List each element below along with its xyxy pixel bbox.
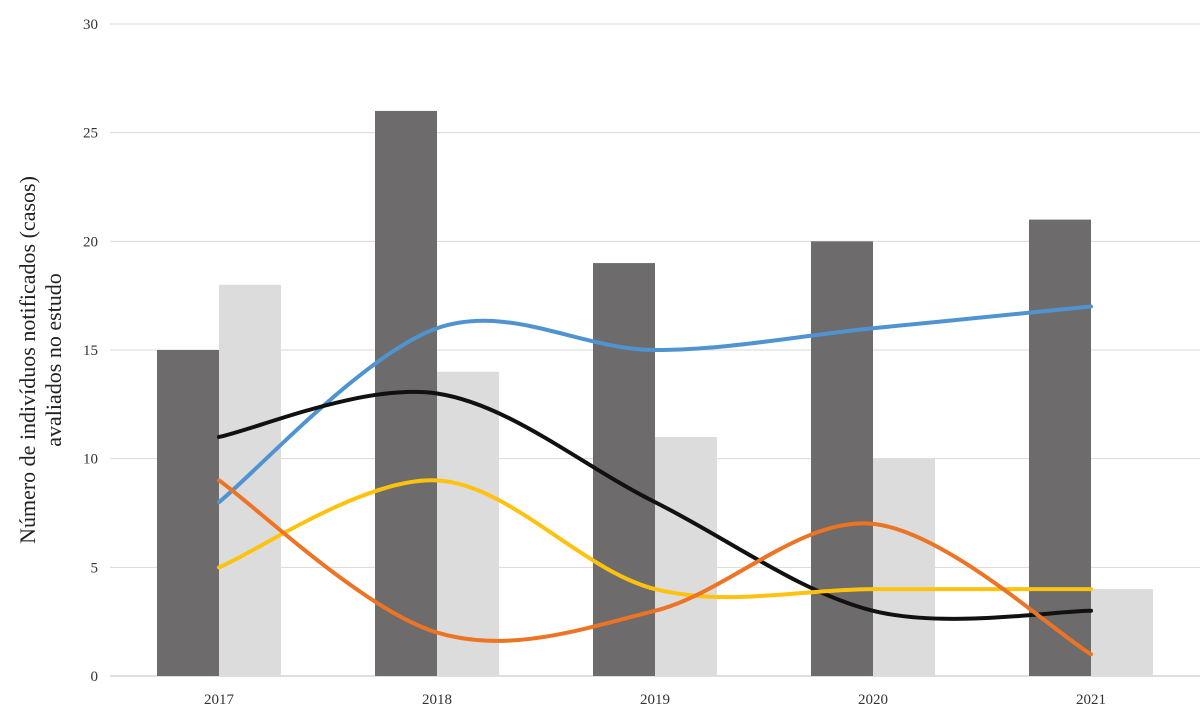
bar-series-1-2019 (593, 263, 655, 676)
bar-series-2-2021 (1091, 589, 1153, 676)
line-series-1 (217, 304, 1093, 505)
y-axis-ticks: 0 5 10 15 20 25 30 (83, 17, 98, 685)
line-series-3 (217, 478, 1093, 600)
x-tick-label: 2020 (858, 692, 888, 708)
bar-series-2-2018 (437, 371, 499, 676)
x-tick-label: 2017 (204, 692, 235, 708)
bar-series-1-2021 (1029, 219, 1091, 676)
bar-series-2-2019 (655, 436, 717, 676)
line-series-4 (217, 478, 1093, 657)
y-tick-label: 5 (91, 560, 99, 576)
x-tick-label: 2018 (422, 692, 452, 708)
line-series-2 (217, 389, 1093, 621)
y-tick-label: 10 (83, 452, 98, 468)
bar-series-1-2020 (811, 241, 873, 677)
y-tick-label: 25 (83, 126, 98, 142)
bar-series-2-2020 (873, 458, 935, 676)
y-tick-label: 20 (83, 234, 98, 250)
y-axis-label-line-1: Número de indivíduos notificados (casos) (15, 176, 40, 544)
y-tick-label: 15 (83, 343, 98, 359)
trend-lines (217, 304, 1093, 657)
y-tick-label: 30 (83, 17, 98, 33)
x-axis-ticks: 2017 2018 2019 2020 2021 (204, 692, 1106, 708)
y-axis-label: Número de indivíduos notificados (casos)… (15, 176, 66, 544)
bar-series-2-2017 (219, 284, 281, 676)
x-tick-label: 2019 (640, 692, 670, 708)
y-tick-label: 0 (91, 669, 99, 685)
bar-series-1-2017 (157, 350, 219, 676)
y-axis-label-line-2: avaliados no estudo (41, 273, 66, 447)
x-tick-label: 2021 (1076, 692, 1106, 708)
